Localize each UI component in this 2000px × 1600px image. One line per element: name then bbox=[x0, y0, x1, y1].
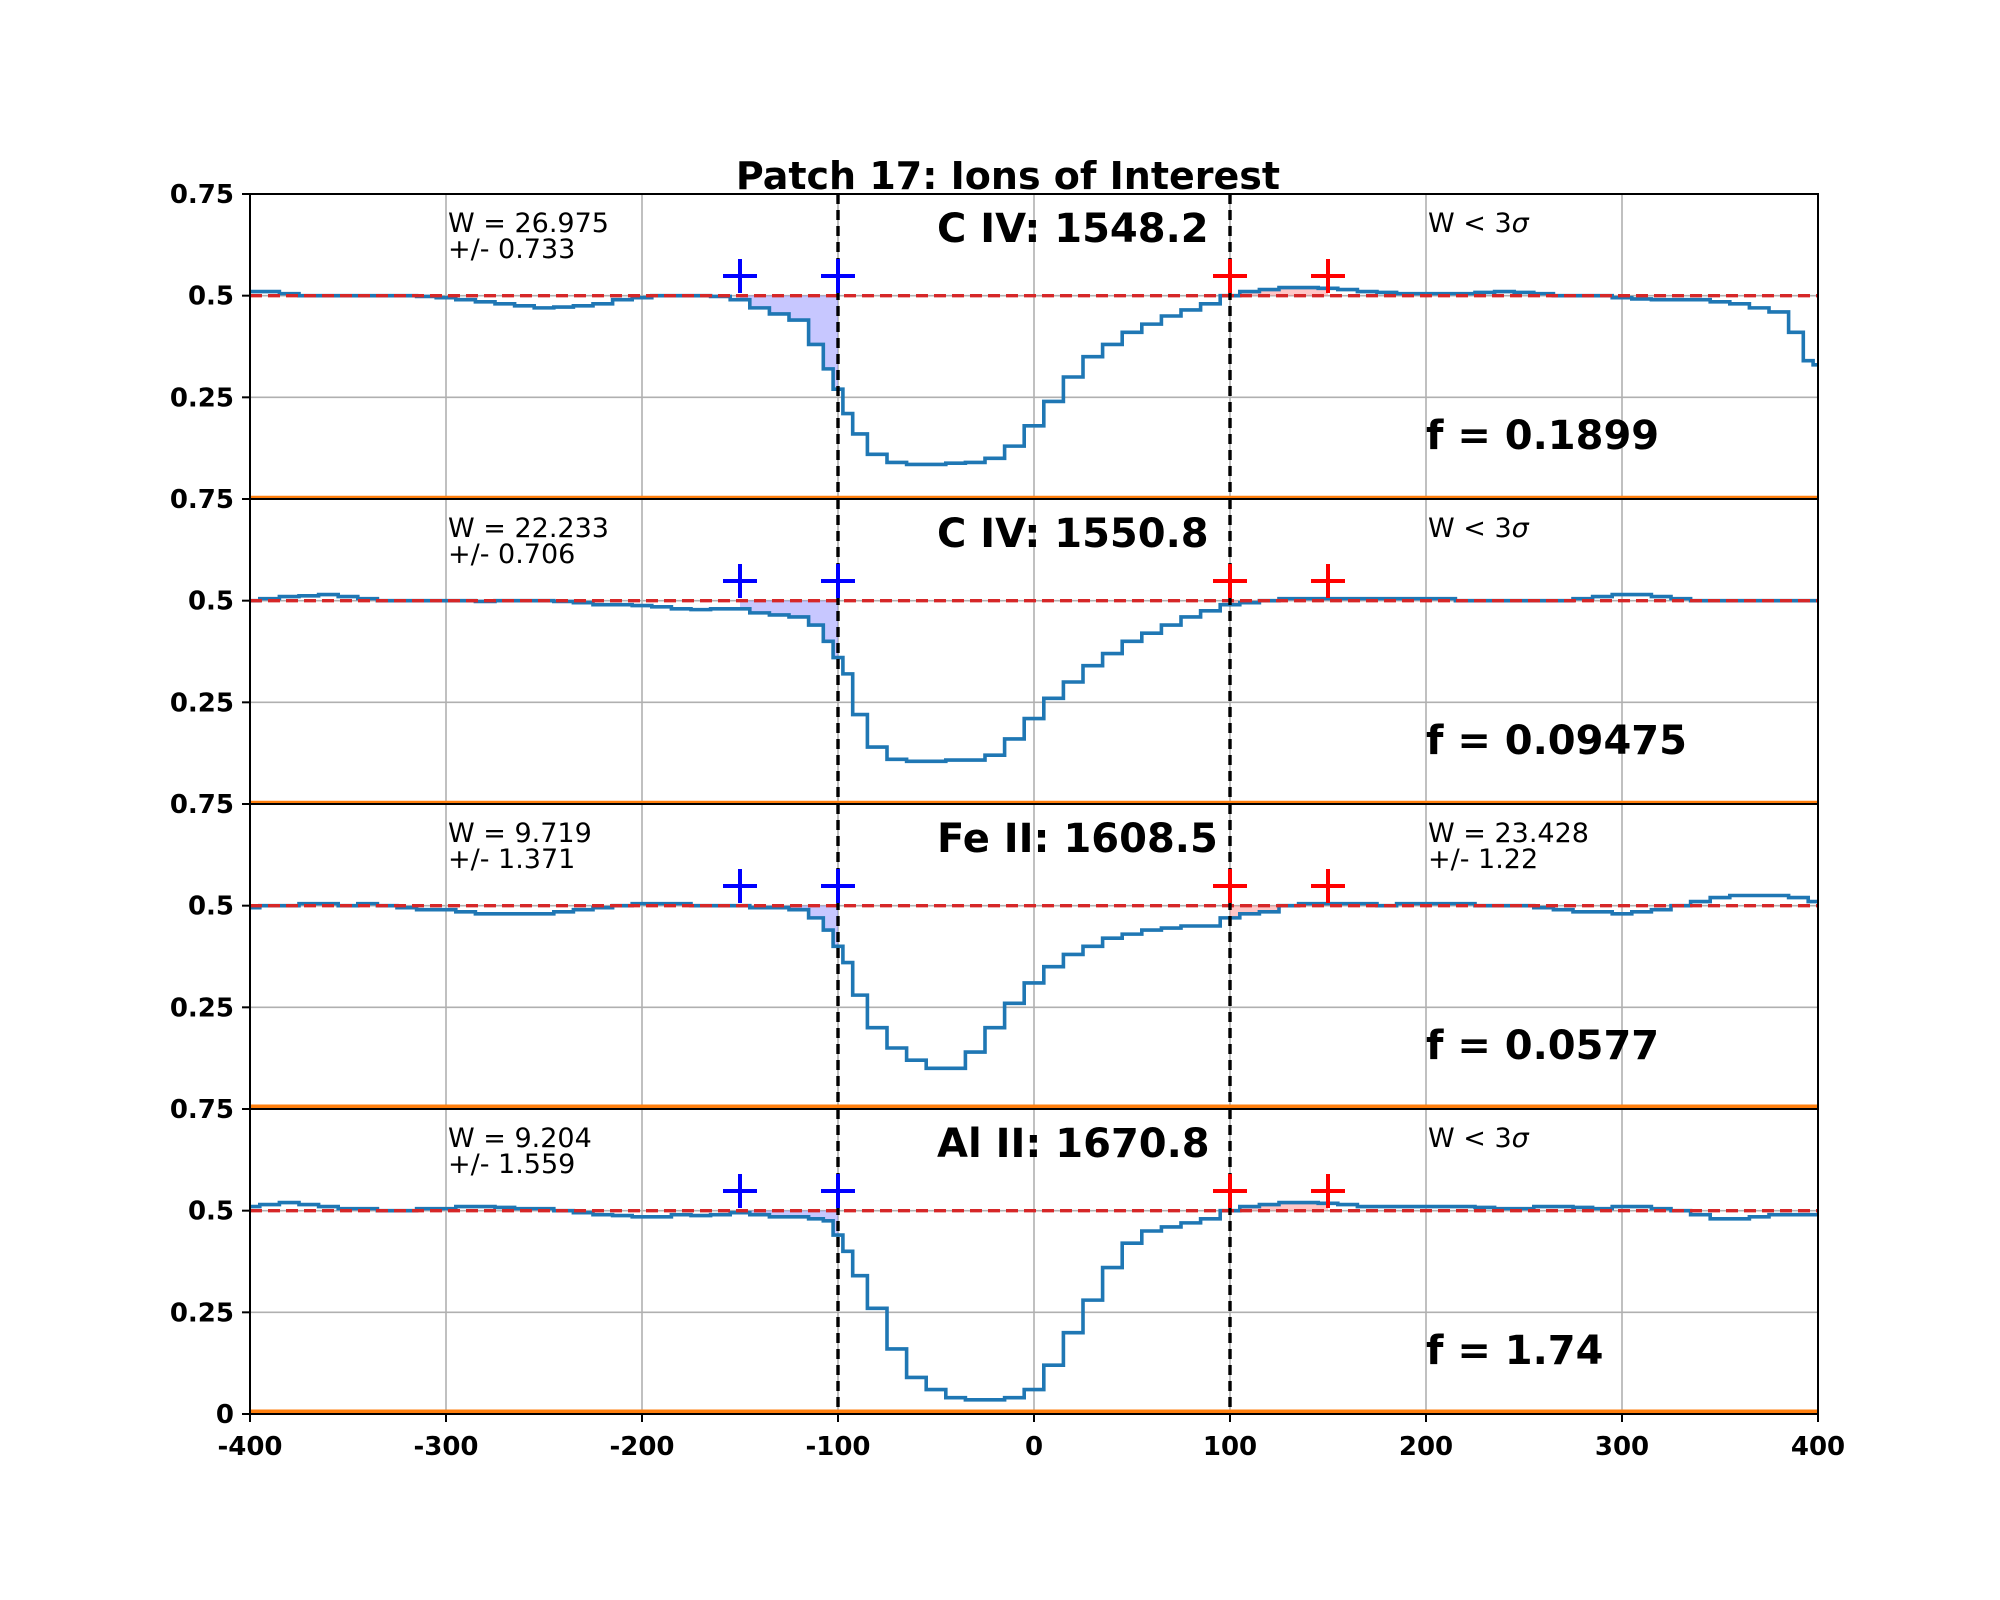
panel-plot-area bbox=[250, 499, 1818, 804]
panel-3: 0.25 0.5 0.75 Fe II: 1608.5 W = 9.719+/- 1.3… bbox=[170, 790, 1819, 1110]
x-tick-label: 100 bbox=[1203, 1432, 1257, 1462]
blue-absorption-fill bbox=[740, 905, 838, 947]
equivalent-width-right: W < 3σ bbox=[1428, 513, 1530, 544]
chart-title: Patch 17: Ions of Interest bbox=[736, 154, 1280, 198]
y-tick-label: 0.5 bbox=[188, 1197, 234, 1227]
equivalent-width-left: W = 9.204 bbox=[448, 1123, 592, 1154]
equivalent-width-left: W = 22.233 bbox=[448, 513, 609, 544]
equivalent-width-right: W = 23.428 bbox=[1428, 818, 1589, 849]
equivalent-width-right: W < 3σ bbox=[1428, 208, 1530, 239]
panel-plot-area bbox=[250, 804, 1818, 1109]
ion-label: C IV: 1550.8 bbox=[937, 511, 1209, 557]
y-tick-label: 0.75 bbox=[170, 1095, 234, 1125]
red-absorption-fill bbox=[1230, 1202, 1328, 1211]
y-tick-label: 0.25 bbox=[170, 383, 234, 413]
blue-absorption-fill bbox=[740, 600, 838, 658]
equivalent-width-left: W = 9.719 bbox=[448, 818, 592, 849]
f-value-label: f = 0.1899 bbox=[1426, 413, 1659, 459]
x-tick-label: -100 bbox=[805, 1432, 870, 1462]
panels-group: 0.250.50.75C IV: 1548.2W = 26.975+/- 0.7… bbox=[170, 180, 1819, 1430]
x-tick-label: 400 bbox=[1791, 1432, 1845, 1462]
flux-spectrum-line bbox=[250, 893, 1818, 1071]
y-tick-label: 0.75 bbox=[170, 180, 234, 210]
sigma-symbol: σ bbox=[1512, 1123, 1530, 1154]
y-tick-label: 0.25 bbox=[170, 993, 234, 1023]
ion-label: Fe II: 1608.5 bbox=[937, 816, 1218, 862]
equivalent-width-error-left: +/- 1.371 bbox=[448, 844, 575, 875]
f-value-label: f = 1.74 bbox=[1426, 1328, 1603, 1374]
y-tick-label: 0 bbox=[216, 1400, 234, 1430]
ion-label: Al II: 1670.8 bbox=[937, 1121, 1210, 1167]
blue-absorption-fill bbox=[740, 1210, 838, 1236]
equivalent-width-right: W < 3σ bbox=[1428, 1123, 1530, 1154]
x-tick-label: 300 bbox=[1595, 1432, 1649, 1462]
equivalent-width-error-left: +/- 1.559 bbox=[448, 1149, 575, 1180]
equivalent-width-error-left: +/- 0.733 bbox=[448, 234, 575, 265]
x-tick-label: -300 bbox=[413, 1432, 478, 1462]
y-tick-label: 0.75 bbox=[170, 790, 234, 820]
equivalent-width-error-left: +/- 0.706 bbox=[448, 539, 575, 570]
sigma-symbol: σ bbox=[1512, 513, 1530, 544]
equivalent-width-left: W = 26.975 bbox=[448, 208, 609, 239]
ion-label: C IV: 1548.2 bbox=[937, 206, 1209, 252]
y-tick-label: 0.25 bbox=[170, 1298, 234, 1328]
panel-plot-area bbox=[250, 1109, 1818, 1414]
x-tick-label: 0 bbox=[1025, 1432, 1043, 1462]
x-tick-label: 200 bbox=[1399, 1432, 1453, 1462]
x-axis: -400 -300 -200 -100 0 100 200 300 400 bbox=[217, 1414, 1845, 1462]
y-tick-label: 0.5 bbox=[188, 587, 234, 617]
y-tick-label: 0.5 bbox=[188, 282, 234, 312]
x-tick-label: -400 bbox=[217, 1432, 282, 1462]
equivalent-width-error-right: +/- 1.22 bbox=[1428, 844, 1538, 875]
y-tick-label: 0.25 bbox=[170, 688, 234, 718]
x-tick-label: -200 bbox=[609, 1432, 674, 1462]
f-value-label: f = 0.09475 bbox=[1426, 718, 1687, 764]
y-tick-label: 0.75 bbox=[170, 485, 234, 515]
blue-absorption-fill bbox=[740, 295, 838, 390]
sigma-symbol: σ bbox=[1512, 208, 1530, 239]
red-absorption-fill bbox=[1230, 287, 1328, 296]
flux-spectrum-line bbox=[250, 1200, 1818, 1402]
y-tick-label: 0.5 bbox=[188, 892, 234, 922]
f-value-label: f = 0.0577 bbox=[1426, 1023, 1659, 1069]
panel-plot-area bbox=[250, 194, 1818, 499]
